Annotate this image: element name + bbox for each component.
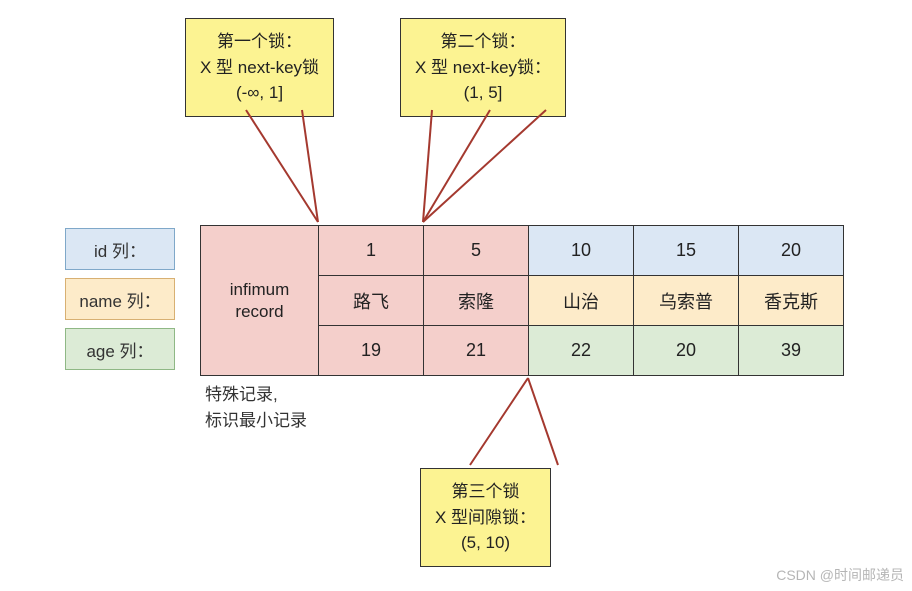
callout-line: 第三个锁 [435, 479, 536, 505]
callout-line: (5, 10) [435, 530, 536, 556]
callout-lock-3: 第三个锁 X 型间隙锁： (5, 10) [420, 468, 551, 567]
callout-line: X 型间隙锁： [435, 505, 536, 531]
watermark: CSDN @时间邮递员 [776, 565, 904, 585]
diagram-stage: 第一个锁： X 型 next-key锁 (-∞, 1] 第二个锁： X 型 ne… [0, 0, 912, 591]
